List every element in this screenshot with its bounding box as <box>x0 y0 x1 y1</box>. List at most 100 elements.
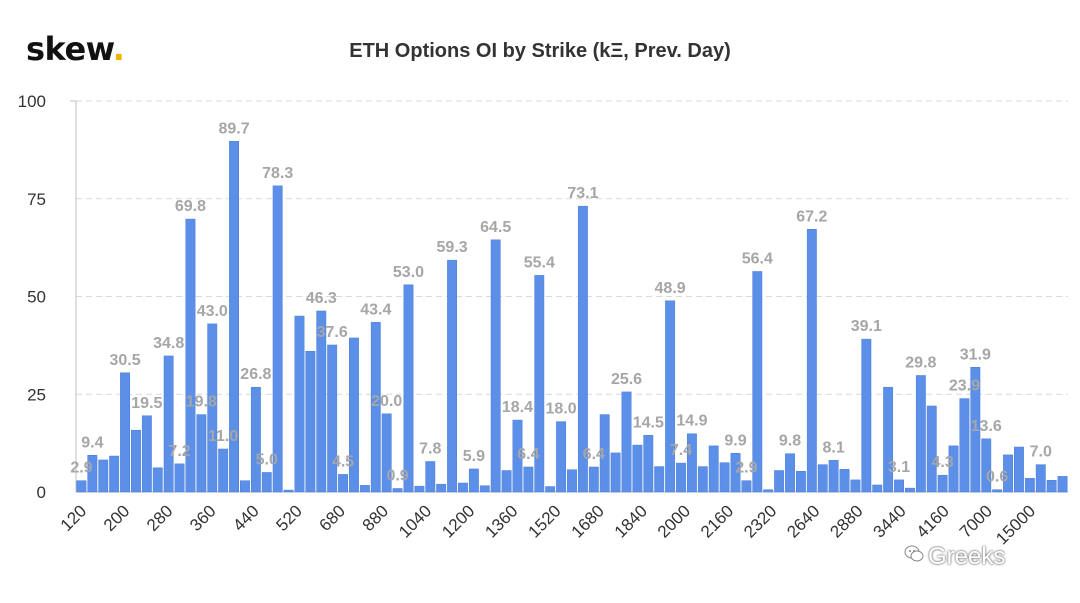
wechat-icon <box>904 545 924 562</box>
bar <box>1057 476 1068 493</box>
y-tick-label: 50 <box>27 288 46 307</box>
bar <box>370 322 381 493</box>
y-tick-label: 75 <box>27 190 46 209</box>
bar <box>240 480 250 493</box>
bar <box>479 485 490 493</box>
data-label: 69.8 <box>175 198 206 215</box>
bar <box>131 429 141 493</box>
bar <box>686 433 697 493</box>
bar <box>599 414 610 493</box>
data-label: 13.6 <box>971 418 1002 435</box>
data-label: 19.5 <box>131 395 162 412</box>
data-label: 5.9 <box>463 448 485 465</box>
bar <box>359 485 370 493</box>
bar <box>196 414 207 493</box>
watermark-text: Greeks <box>928 543 1006 570</box>
bar <box>1035 464 1046 493</box>
bar <box>992 489 1003 493</box>
x-tick-label: 680 <box>316 501 349 534</box>
x-tick-label: 2320 <box>740 501 780 541</box>
bar <box>76 480 87 493</box>
bar <box>436 483 447 493</box>
x-tick-label: 2000 <box>654 501 694 541</box>
bar <box>523 466 534 493</box>
bar <box>490 239 501 493</box>
x-tick-label: 2640 <box>783 501 823 541</box>
data-label: 59.3 <box>437 239 468 256</box>
bar <box>654 466 665 493</box>
x-tick-label: 7000 <box>956 501 996 541</box>
bar <box>534 275 545 493</box>
x-tick-label: 360 <box>186 501 219 534</box>
x-tick-label: 2160 <box>697 501 737 541</box>
data-label: 43.0 <box>197 303 228 320</box>
data-label: 39.1 <box>851 318 882 335</box>
bar <box>87 455 98 493</box>
data-label: 5.0 <box>256 451 278 468</box>
data-label: 34.8 <box>153 335 184 352</box>
bar <box>774 470 785 493</box>
data-label: 26.8 <box>240 366 271 383</box>
bar <box>120 372 130 493</box>
bar <box>915 375 926 493</box>
bar <box>817 464 828 493</box>
data-label: 6.4 <box>583 446 605 463</box>
bar <box>141 415 152 493</box>
x-tick-label: 120 <box>57 501 90 534</box>
bar <box>730 453 741 493</box>
data-label: 64.5 <box>480 219 511 236</box>
x-tick-label: 1360 <box>481 501 521 541</box>
bar <box>676 462 686 493</box>
data-label: 53.0 <box>393 264 424 281</box>
data-label: 89.7 <box>218 120 249 137</box>
bar <box>752 271 763 493</box>
bar <box>338 474 349 493</box>
data-label: 4.5 <box>332 453 354 470</box>
data-label: 31.9 <box>960 346 991 363</box>
data-label: 0.6 <box>986 469 1008 486</box>
chart-title: ETH Options OI by Strike (kΞ, Prev. Day) <box>349 40 731 62</box>
data-label: 25.6 <box>611 371 642 388</box>
bar <box>850 479 861 493</box>
x-tick-label: 880 <box>359 501 392 534</box>
bar <box>403 284 414 493</box>
data-label: 56.4 <box>742 250 773 267</box>
bar <box>283 489 294 493</box>
x-tick-label: 3440 <box>870 501 910 541</box>
x-tick-label: 15000 <box>992 501 1039 548</box>
bar <box>632 444 643 493</box>
bar <box>839 469 850 493</box>
logo-dot: . <box>112 30 125 68</box>
bar <box>872 484 883 493</box>
bar <box>665 300 676 493</box>
data-label: 7.2 <box>168 443 190 460</box>
bar <box>152 467 163 493</box>
x-tick-label: 1680 <box>568 501 608 541</box>
data-label: 7.8 <box>419 441 441 458</box>
bar <box>425 461 436 493</box>
data-label: 78.3 <box>262 165 293 182</box>
bar <box>643 435 654 493</box>
data-label: 20.0 <box>371 393 402 410</box>
data-label: 67.2 <box>796 208 827 225</box>
bar <box>261 472 272 493</box>
data-label: 14.9 <box>676 413 707 430</box>
data-label: 48.9 <box>655 280 686 297</box>
data-label: 29.8 <box>905 354 936 371</box>
data-label: 2.9 <box>70 460 92 477</box>
bar <box>970 367 981 493</box>
x-tick-label: 440 <box>229 501 262 534</box>
bar <box>501 470 512 493</box>
data-label: 0.9 <box>386 467 408 484</box>
bar <box>1024 478 1035 493</box>
x-tick-label: 1040 <box>395 501 435 541</box>
bar <box>621 391 632 493</box>
bar <box>327 344 338 493</box>
bar <box>763 489 774 493</box>
bar <box>861 338 872 493</box>
bar <box>447 259 458 493</box>
data-label: 3.1 <box>888 459 910 476</box>
bar <box>109 455 120 493</box>
bar <box>272 185 283 493</box>
y-tick-label: 100 <box>18 92 46 111</box>
